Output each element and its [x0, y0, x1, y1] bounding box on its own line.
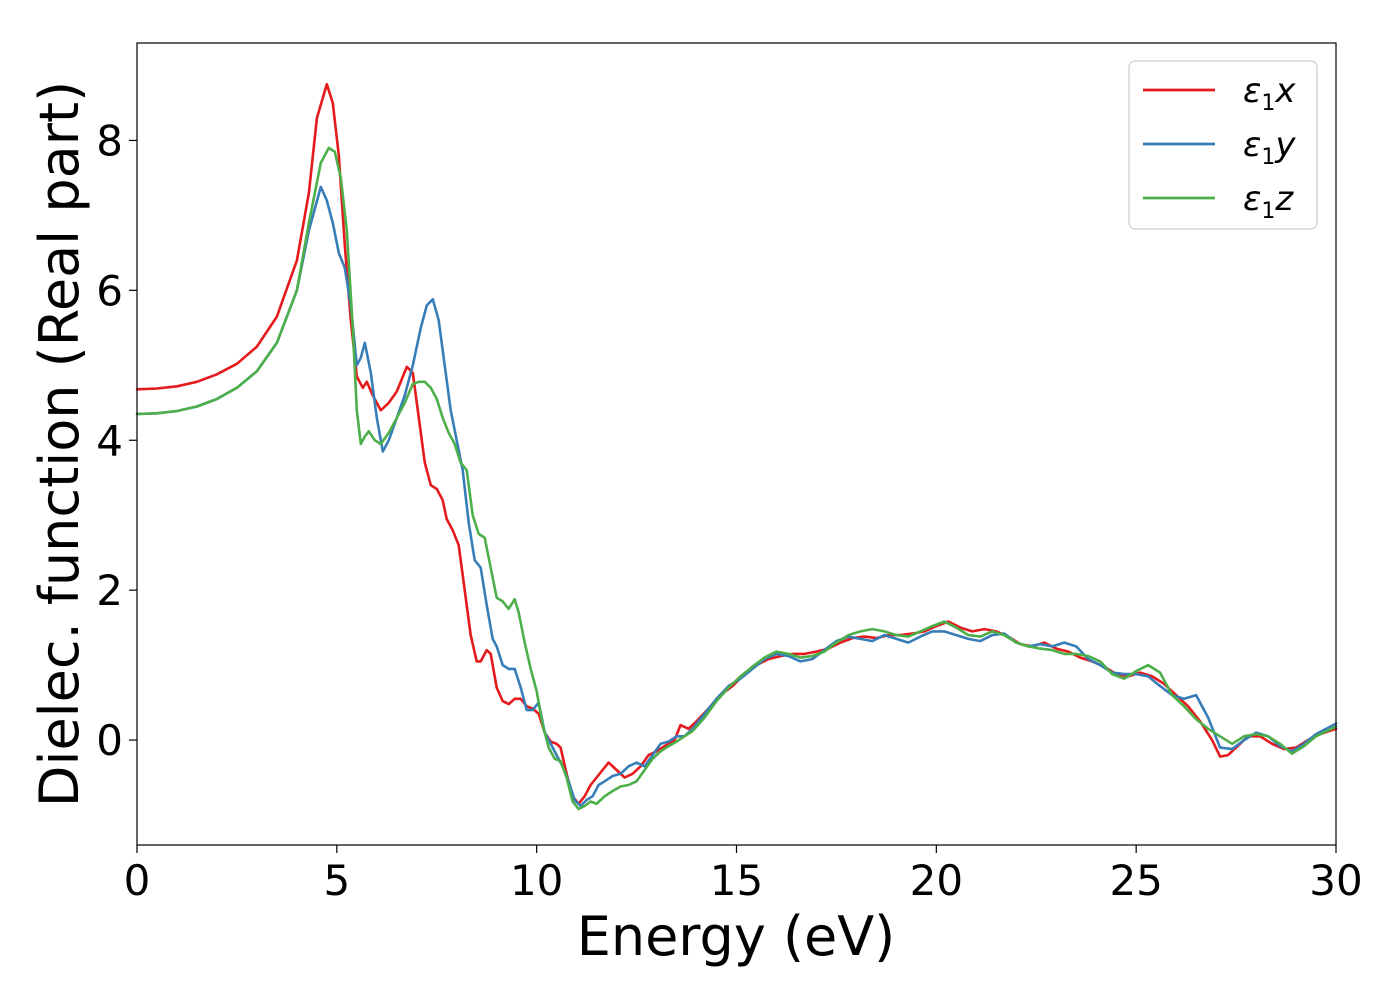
- x-tick-label: 15: [710, 856, 763, 905]
- series-line-y: [135, 185, 1338, 808]
- legend-label-z: ε1z: [1243, 179, 1294, 224]
- legend-label-x: ε1x: [1243, 71, 1296, 116]
- y-tick-label: 6: [96, 266, 123, 315]
- y-tick-label: 2: [96, 566, 123, 615]
- x-axis-ticks: 0 5 10 15 20 25 30: [124, 845, 1363, 905]
- y-axis-ticks: 0 2 4 6 8: [96, 116, 137, 765]
- plot-frame: [136, 42, 1337, 846]
- series-lines: [135, 82, 1338, 811]
- x-tick-label: 10: [510, 856, 563, 905]
- legend-label-y: ε1y: [1243, 125, 1296, 170]
- y-tick-label: 4: [96, 416, 123, 465]
- y-axis-label: Dielec. function (Real part): [28, 81, 91, 807]
- legend: ε1x ε1y ε1z: [1128, 60, 1318, 230]
- x-tick-label: 20: [910, 856, 963, 905]
- x-tick-label: 5: [323, 856, 350, 905]
- series-line-z: [135, 146, 1338, 811]
- x-axis-label: Energy (eV): [577, 905, 896, 968]
- legend-box: [1128, 60, 1318, 230]
- x-tick-label: 0: [124, 856, 151, 905]
- y-tick-label: 8: [96, 116, 123, 165]
- x-tick-label: 25: [1109, 856, 1162, 905]
- x-tick-label: 30: [1309, 856, 1362, 905]
- y-tick-label: 0: [96, 716, 123, 765]
